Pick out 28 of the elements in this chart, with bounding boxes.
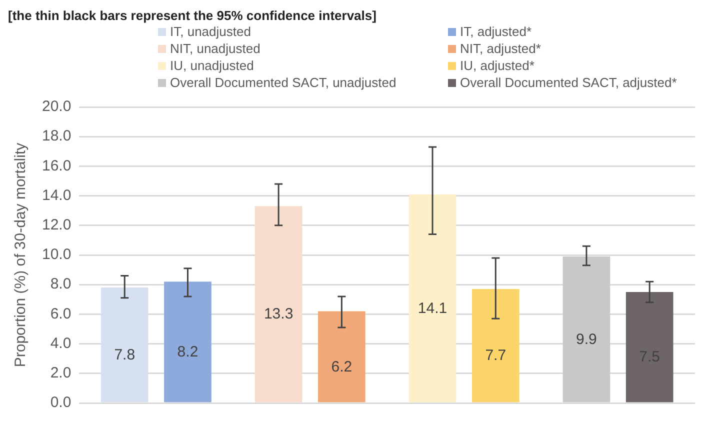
legend-label: IT, adjusted*: [460, 24, 532, 39]
legend-label: IU, unadjusted: [170, 58, 254, 73]
chart-title: [the thin black bars represent the 95% confidence intervals]: [8, 8, 378, 24]
legend-label: Overall Documented SACT, unadjusted: [170, 75, 396, 90]
data-label: 7.8: [114, 346, 136, 364]
y-tick-label: 4.0: [50, 334, 72, 352]
data-label: 14.1: [418, 300, 448, 317]
y-axis-title: Proportion (%) of 30-day mortality: [12, 142, 30, 368]
legend-label: NIT, adjusted*: [460, 41, 541, 56]
y-tick-label: 8.0: [50, 276, 72, 293]
data-label: 9.9: [576, 330, 597, 348]
y-tick-label: 20.0: [42, 98, 72, 116]
y-tick-label: 0.0: [50, 394, 72, 412]
y-tick-label: 18.0: [42, 128, 72, 145]
y-tick-label: 2.0: [50, 364, 72, 382]
y-tick-label: 14.0: [42, 186, 72, 204]
data-label: 13.3: [264, 306, 294, 323]
legend-label: NIT, unadjusted: [170, 41, 260, 56]
data-label: 6.2: [331, 358, 352, 376]
y-tick-label: 12.0: [42, 216, 72, 234]
y-tick-label: 16.0: [42, 157, 72, 174]
y-tick-label: 6.0: [50, 305, 72, 322]
data-label: 8.2: [177, 343, 198, 360]
legend-label: Overall Documented SACT, adjusted*: [460, 75, 677, 90]
legend-label: IT, unadjusted: [170, 24, 251, 39]
legend-label: IU, adjusted*: [460, 58, 534, 73]
data-label: 7.7: [485, 347, 506, 364]
y-tick-label: 10.0: [42, 246, 72, 264]
